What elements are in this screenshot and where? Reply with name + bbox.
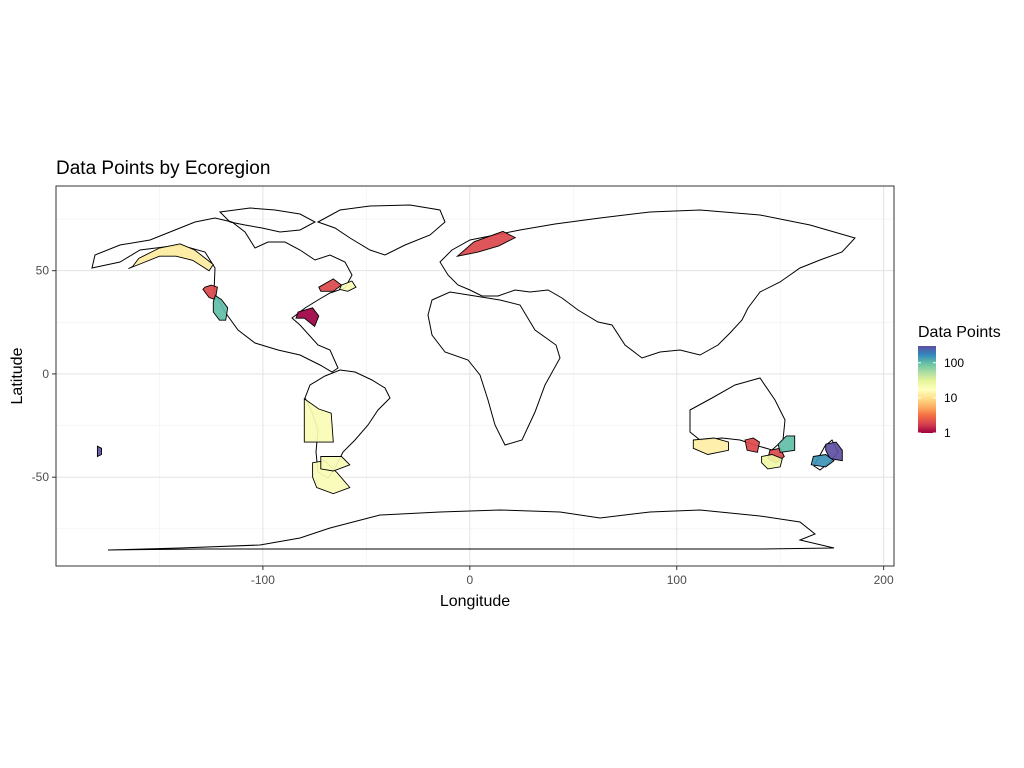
legend-tick-label: 10 xyxy=(944,391,958,405)
legend: Data Points 1 10 100 xyxy=(918,324,1001,440)
panel-border xyxy=(55,185,895,567)
plot-panel xyxy=(55,185,895,567)
ecoregion-polygon xyxy=(320,456,351,472)
y-axis-label: Latitude xyxy=(9,347,26,404)
legend-colorbar xyxy=(918,346,936,433)
legend-title: Data Points xyxy=(918,324,1001,341)
x-axis: -100 0 100 200 xyxy=(251,566,894,587)
ecoregion-polygon xyxy=(810,454,835,468)
chart-title: Data Points by Ecoregion xyxy=(56,158,270,179)
ecoregion-polygon xyxy=(128,243,214,272)
ecoregion-polygon xyxy=(825,441,843,462)
y-axis: -50 0 50 xyxy=(32,264,56,484)
landmass-arctic-islands xyxy=(218,207,317,233)
legend-tick-label: 1 xyxy=(944,426,951,440)
ecoregion-polygon xyxy=(303,397,334,443)
ecoregion-polygon xyxy=(212,294,229,321)
legend-ticks: 1 10 100 xyxy=(918,356,964,440)
ecoregion-polygon xyxy=(202,284,218,301)
ecoregion-polygon xyxy=(777,435,796,453)
legend-tick-label: 100 xyxy=(944,356,964,370)
ecoregion-polygon xyxy=(318,278,343,292)
x-tick-label: -100 xyxy=(251,573,275,587)
ecoregion-polygon xyxy=(96,445,102,458)
landmass-africa xyxy=(427,291,561,446)
landmass-greenland xyxy=(316,204,446,256)
ecoregion-polygon xyxy=(744,437,761,453)
x-tick-label: 100 xyxy=(667,573,687,587)
y-tick-label: -50 xyxy=(32,470,50,484)
y-tick-label: 50 xyxy=(36,264,50,278)
x-axis-label: Longitude xyxy=(440,593,510,610)
landmass-antarctica xyxy=(107,509,835,551)
y-tick-label: 0 xyxy=(42,367,49,381)
ecoregion-polygon xyxy=(295,307,320,328)
landmass-eurasia xyxy=(439,209,856,359)
x-tick-label: 200 xyxy=(874,573,894,587)
ecoregion-polygon xyxy=(455,230,517,257)
ecoregion-polygon xyxy=(761,454,783,470)
ecoregion-polygon xyxy=(692,437,729,455)
x-tick-label: 0 xyxy=(466,573,473,587)
grid-lines xyxy=(56,186,894,566)
ecoregion-polygon xyxy=(338,280,357,292)
ecoregion-polygons xyxy=(96,230,843,495)
